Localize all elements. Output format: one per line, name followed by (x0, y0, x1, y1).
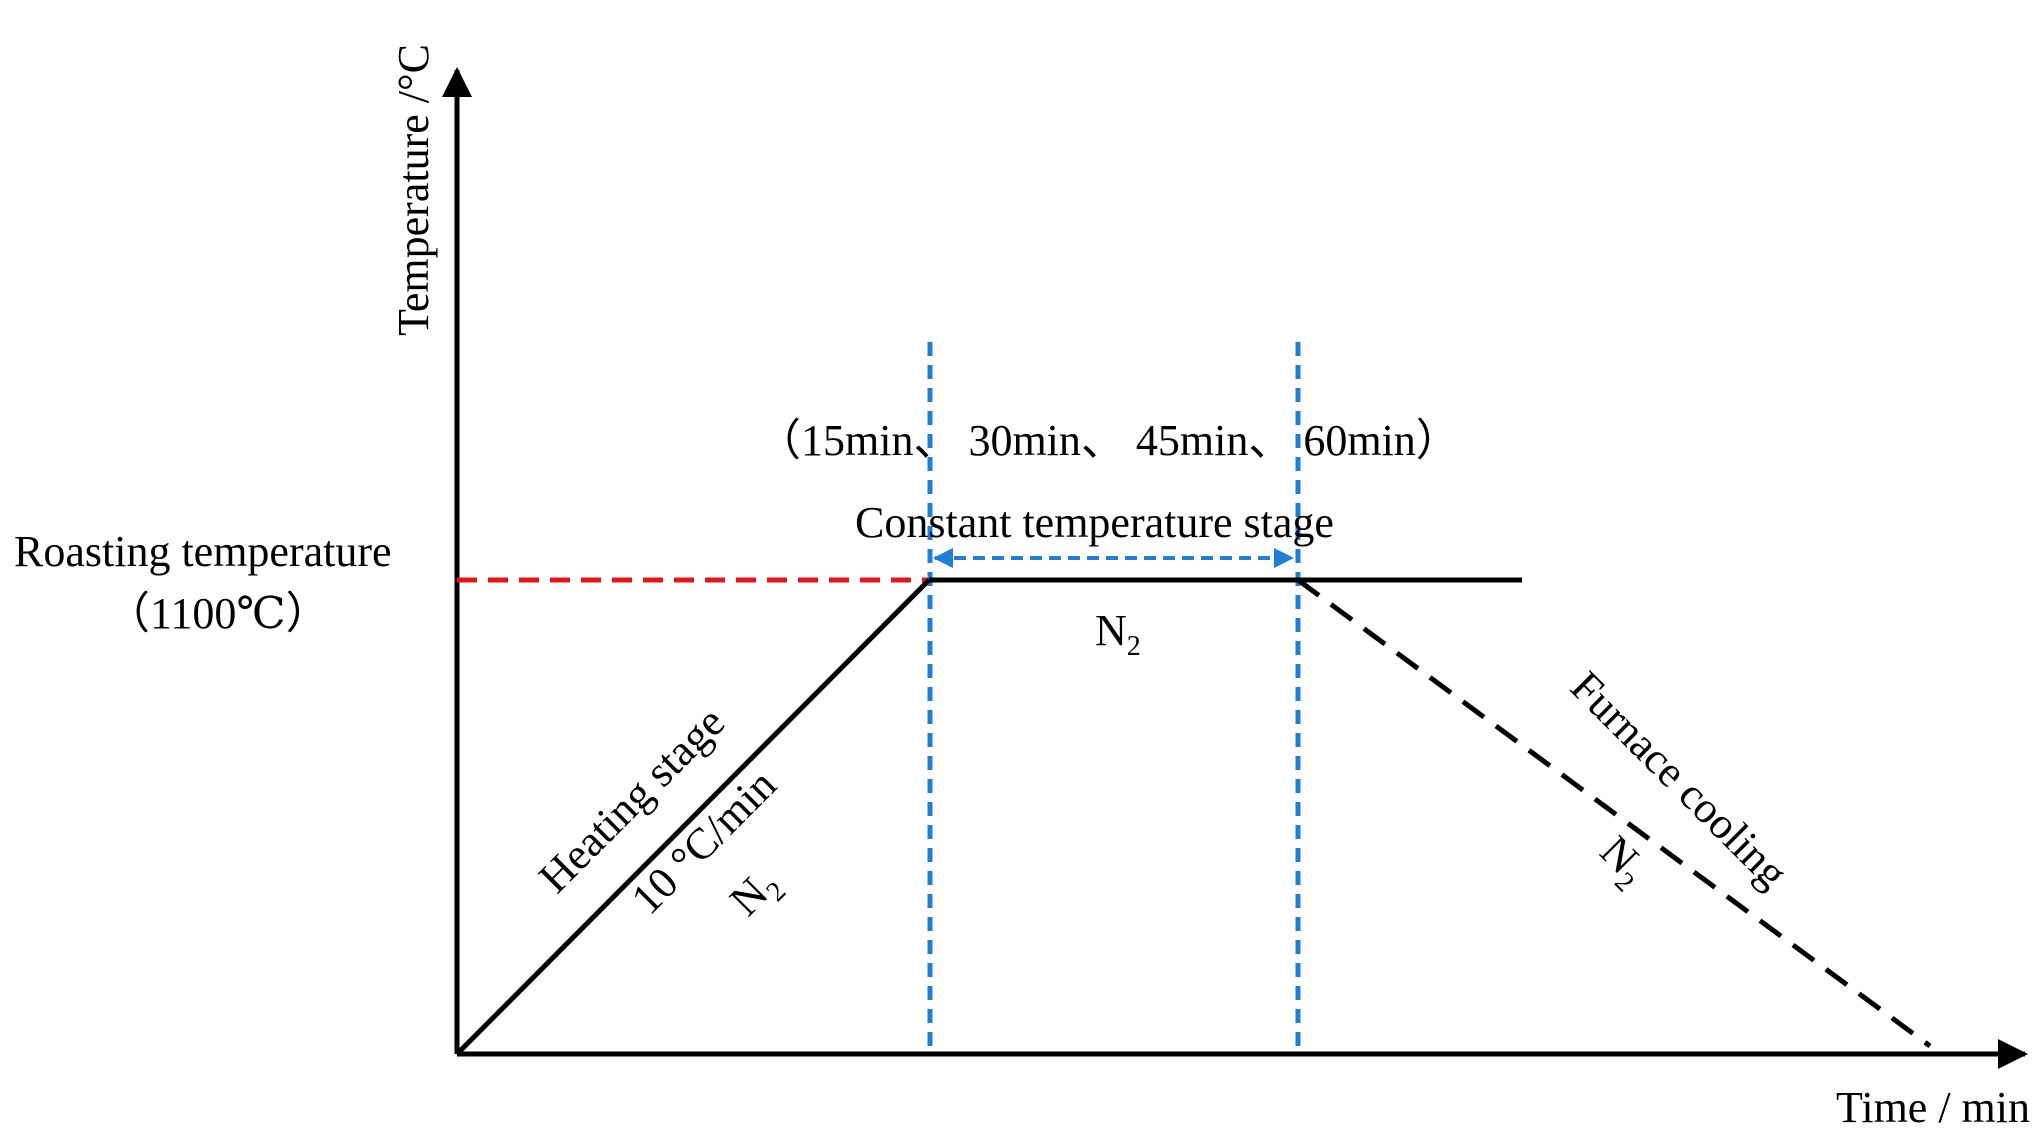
heating-stage-atmosphere: N2 (720, 858, 792, 930)
x-axis-label: Time / min (1836, 1083, 2030, 1132)
constant-stage-atmosphere-symbol: N (1095, 606, 1127, 655)
heating-stage-line (455, 578, 931, 1056)
roasting-temperature-label: Roasting temperature (14, 527, 392, 576)
constant-stage-label: Constant temperature stage (855, 498, 1334, 547)
constant-stage-atmosphere-subscript: 2 (1127, 631, 1141, 662)
y-axis-label: Temperature /°C (389, 44, 438, 336)
constant-stage-atmosphere: N2 (1095, 606, 1141, 662)
cooling-stage-line (1296, 577, 1932, 1049)
hold-time-options: （15min、 30min、 45min、 60min） (757, 416, 1460, 465)
roasting-temperature-value: （1100℃） (106, 589, 330, 638)
